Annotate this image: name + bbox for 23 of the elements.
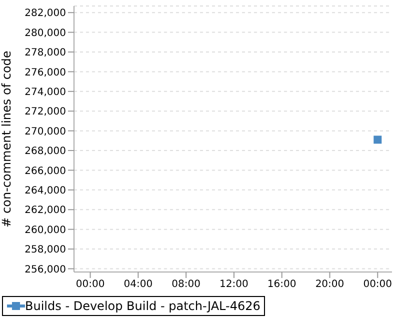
x-tick-label: 00:00 bbox=[76, 279, 105, 290]
y-tick-label: 276,000 bbox=[24, 67, 66, 78]
y-tick-label: 278,000 bbox=[24, 48, 66, 59]
x-tick-label: 16:00 bbox=[267, 279, 296, 290]
y-tick-label: 260,000 bbox=[24, 224, 66, 236]
x-tick-label: 08:00 bbox=[172, 279, 200, 290]
y-tick-label: 272,000 bbox=[24, 106, 66, 118]
x-tick-label: 04:00 bbox=[124, 279, 153, 290]
legend-label: Builds - Develop Build - patch-JAL-4626 bbox=[25, 299, 260, 313]
y-tick-label: 258,000 bbox=[24, 244, 66, 256]
y-tick-label: 282,000 bbox=[24, 8, 66, 20]
y-axis-title: # con-comment lines of code bbox=[0, 50, 14, 228]
y-tick-label: 262,000 bbox=[24, 205, 66, 216]
x-tick-label: 20:00 bbox=[315, 279, 344, 290]
x-tick-label: 00:00 bbox=[363, 279, 392, 290]
y-tick-label: 256,000 bbox=[24, 264, 66, 276]
y-tick-label: 268,000 bbox=[24, 146, 66, 158]
x-tick-label: 12:00 bbox=[220, 279, 248, 290]
y-tick-label: 280,000 bbox=[24, 28, 66, 39]
y-tick-label: 270,000 bbox=[24, 126, 66, 138]
y-tick-label: 274,000 bbox=[24, 86, 66, 98]
y-tick-label: 266,000 bbox=[24, 166, 66, 177]
y-tick-label: 264,000 bbox=[24, 185, 66, 196]
